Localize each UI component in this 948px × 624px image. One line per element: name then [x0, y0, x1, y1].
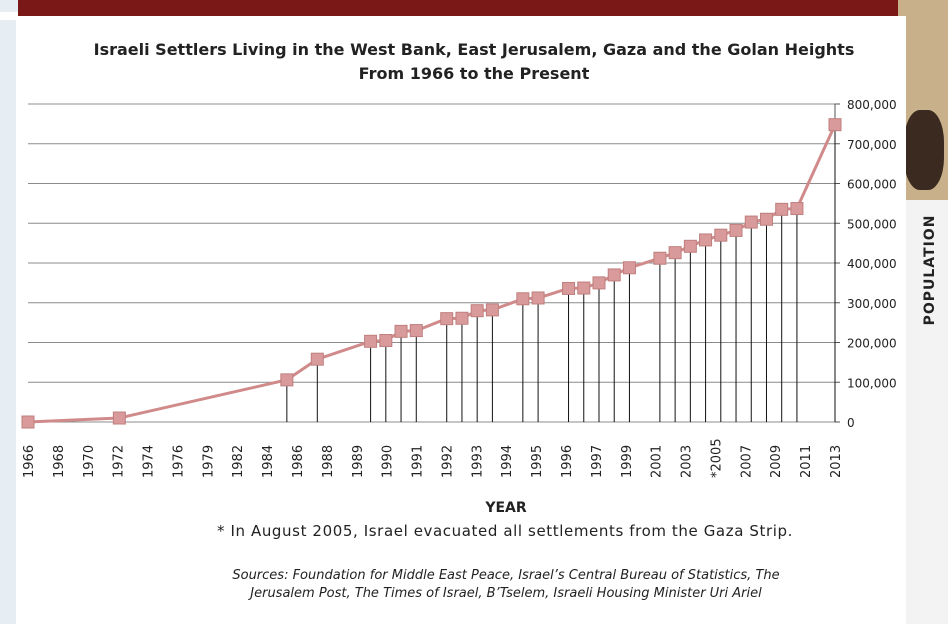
x-tick-label: 1974 [142, 445, 157, 478]
data-point-25 [744, 215, 758, 229]
data-point-29 [828, 118, 842, 132]
x-tick-label: 2009 [769, 445, 784, 478]
x-tick-label: *2005 [709, 438, 724, 478]
data-point-22 [699, 233, 713, 247]
drop-lines [286, 124, 836, 422]
data-point-23 [714, 228, 728, 242]
left-decoration-edge [0, 12, 18, 20]
data-point-11 [485, 303, 499, 317]
x-tick-label: 1994 [500, 445, 515, 478]
x-tick-label: 1996 [560, 445, 575, 478]
data-point-8 [440, 312, 454, 326]
data-point-15 [577, 281, 591, 295]
x-tick-label: 1995 [530, 445, 545, 478]
data-point-18 [622, 261, 636, 275]
x-tick-label: 1991 [411, 445, 426, 478]
y-tick-labels: 0 100,000 200,000 300,000 400,000 500,000 600,… [847, 98, 897, 430]
x-tick-label: 2003 [680, 445, 695, 478]
y-tick-label: 0 [847, 416, 855, 430]
data-point-6 [394, 324, 408, 338]
data-point-17 [607, 268, 621, 282]
data-point-2 [280, 373, 294, 387]
x-axis-label: YEAR [485, 500, 527, 516]
data-point-20 [668, 246, 682, 260]
data-point-28 [790, 202, 804, 216]
x-tick-label: 1979 [201, 445, 216, 478]
left-decoration [0, 0, 18, 624]
gridlines [28, 103, 840, 423]
chart-title: Israeli Settlers Living in the West Bank… [93, 40, 855, 59]
y-tick-label: 500,000 [847, 217, 897, 231]
header-bar [0, 0, 948, 16]
chart-subtitle: From 1966 to the Present [358, 64, 590, 83]
x-tick-label: 1993 [470, 445, 485, 478]
data-point-3 [310, 352, 324, 366]
x-tick-label: 1976 [171, 445, 186, 478]
data-point-16 [592, 276, 606, 290]
x-tick-label: 1968 [52, 445, 67, 478]
data-point-7 [409, 324, 423, 338]
data-point-19 [653, 251, 667, 265]
x-tick-label: 1999 [620, 445, 635, 478]
x-tick-label: 2001 [650, 445, 665, 478]
y-tick-label: 800,000 [847, 98, 897, 112]
data-point-5 [379, 334, 393, 348]
series-line [27, 124, 837, 424]
sources-line-2: Jerusalem Post, The Times of Israel, B’T… [250, 586, 762, 601]
x-tick-label: 1982 [231, 445, 246, 478]
data-point-26 [759, 212, 773, 226]
x-tick-label: 1990 [381, 445, 396, 478]
x-tick-label: 1989 [351, 445, 366, 478]
y-tick-label: 200,000 [847, 337, 897, 351]
x-tick-label: 1984 [261, 445, 276, 478]
x-tick-label: 2007 [739, 445, 754, 478]
x-tick-label: 1992 [440, 445, 455, 478]
x-tick-labels: 1966 1968 1970 1972 1974 1976 1979 1982 1984 1986… [22, 438, 844, 478]
right-photo-shadow [904, 110, 944, 190]
data-point-24 [729, 223, 743, 237]
x-tick-label: 1972 [112, 445, 127, 478]
y-tick-label: 700,000 [847, 138, 897, 152]
data-point-4 [364, 334, 378, 348]
x-tick-label: 2013 [829, 445, 844, 478]
x-tick-label: 1997 [590, 445, 605, 478]
y-axis-label: POPULATION [922, 214, 938, 326]
y-tick-label: 300,000 [847, 297, 897, 311]
data-point-13 [531, 291, 545, 305]
x-tick-label: 1970 [82, 445, 97, 478]
footnote: * In August 2005, Israel evacuated all s… [217, 522, 793, 540]
x-tick-label: 2011 [799, 445, 814, 478]
x-tick-label: 1988 [321, 445, 336, 478]
data-point-27 [775, 202, 789, 216]
x-tick-label: 1986 [291, 445, 306, 478]
y-tick-label: 400,000 [847, 257, 897, 271]
x-tick-label: 1966 [22, 445, 37, 478]
sources-line-1: Sources: Foundation for Middle East Peac… [232, 568, 780, 583]
data-point-9 [455, 311, 469, 325]
data-point-1 [112, 411, 126, 425]
data-point-10 [470, 304, 484, 318]
data-point-0 [21, 415, 35, 429]
y-tick-label: 100,000 [847, 376, 897, 390]
data-point-21 [683, 239, 697, 253]
right-photo-fragment [898, 0, 948, 200]
data-point-14 [562, 281, 576, 295]
series-markers [21, 118, 842, 429]
data-point-12 [516, 292, 530, 306]
y-tick-label: 600,000 [847, 178, 897, 192]
